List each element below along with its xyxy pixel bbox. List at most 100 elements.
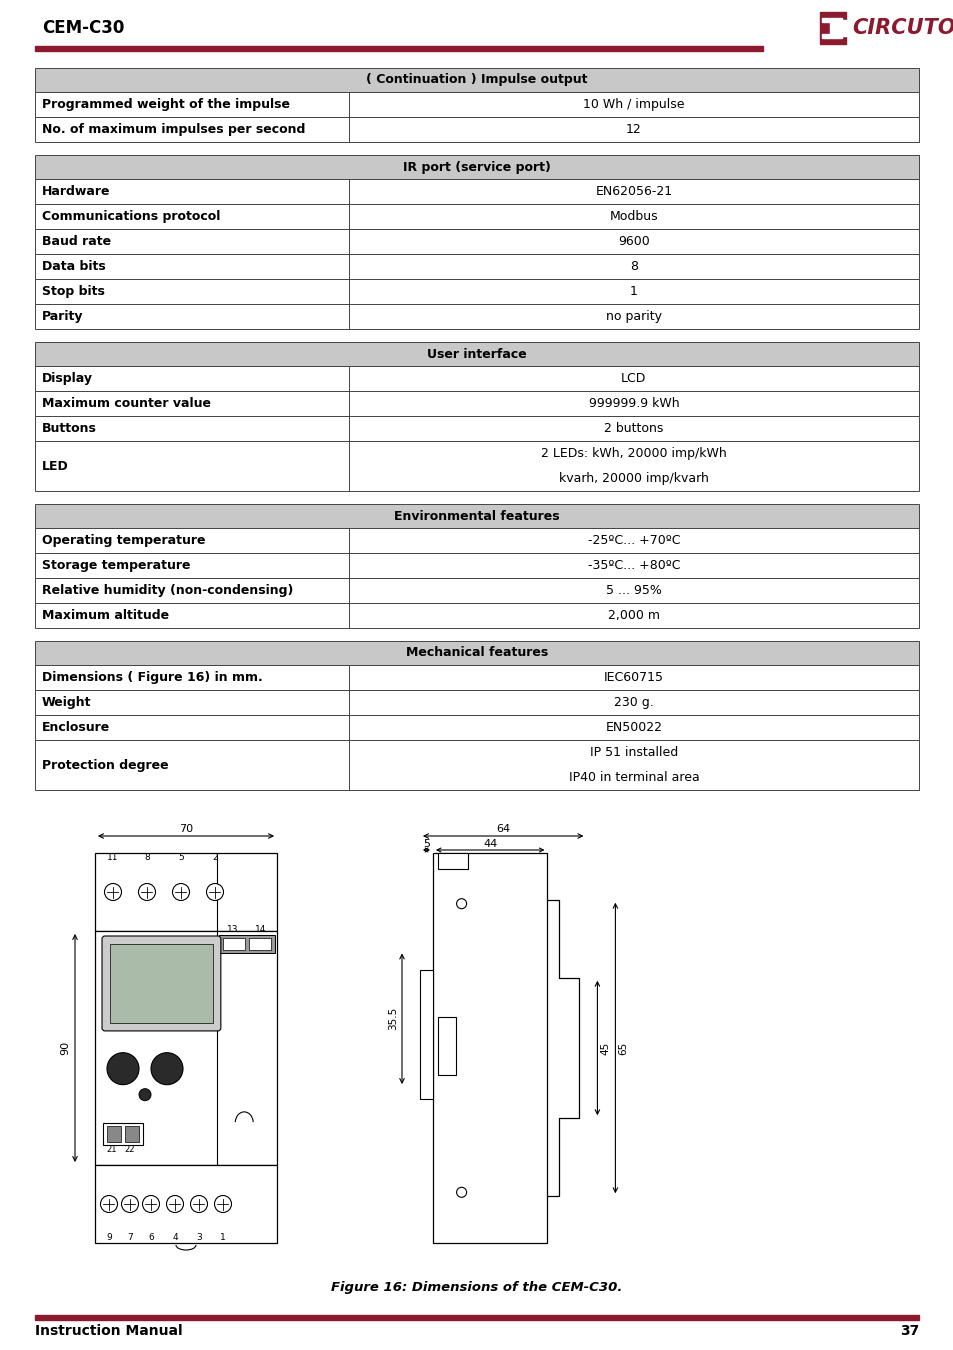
Bar	[35, 392, 918, 416]
Text: kvarh, 20000 imp/kvarh: kvarh, 20000 imp/kvarh	[558, 472, 708, 485]
Text: Instruction Manual: Instruction Manual	[35, 1324, 182, 1338]
Text: 9600: 9600	[618, 235, 649, 248]
Bar	[223, 938, 245, 950]
Text: 13: 13	[227, 926, 238, 934]
Bar	[107, 1126, 121, 1142]
Text: Maximum altitude: Maximum altitude	[42, 609, 169, 622]
Bar	[95, 931, 276, 1165]
Text: Mechanical features: Mechanical features	[405, 647, 548, 660]
Bar	[35, 92, 918, 117]
Bar	[35, 641, 918, 666]
Text: Baud rate: Baud rate	[42, 235, 111, 248]
Bar	[35, 1315, 918, 1319]
Text: 37: 37	[899, 1324, 918, 1338]
Text: 5: 5	[178, 853, 184, 863]
Text: Relative humidity (non-condensing): Relative humidity (non-condensing)	[42, 585, 294, 597]
Bar	[35, 342, 918, 366]
Text: 999999.9 kWh: 999999.9 kWh	[588, 397, 679, 410]
Text: 2 buttons: 2 buttons	[603, 423, 663, 435]
Text: ( Continuation ) Impulse output: ( Continuation ) Impulse output	[366, 73, 587, 86]
Bar	[35, 554, 918, 578]
Bar	[110, 944, 213, 1023]
Text: No. of maximum impulses per second: No. of maximum impulses per second	[42, 123, 305, 136]
Bar	[218, 936, 274, 953]
Bar	[829, 20, 849, 36]
Text: 7: 7	[127, 1233, 132, 1242]
Text: Storage temperature: Storage temperature	[42, 559, 191, 572]
Text: 5 ... 95%: 5 ... 95%	[605, 585, 661, 597]
Text: LED: LED	[42, 459, 69, 472]
Text: CEM-C30: CEM-C30	[42, 19, 124, 36]
Text: EN50022: EN50022	[605, 721, 661, 734]
Bar	[820, 12, 845, 45]
Text: 4: 4	[172, 1233, 177, 1242]
Bar	[35, 504, 918, 528]
Bar	[35, 230, 918, 254]
Bar	[35, 740, 918, 790]
Bar	[35, 528, 918, 554]
Bar	[35, 578, 918, 603]
Circle shape	[107, 1053, 139, 1084]
Text: 10 Wh / impulse: 10 Wh / impulse	[582, 99, 684, 111]
Text: User interface: User interface	[427, 347, 526, 360]
Text: IP40 in terminal area: IP40 in terminal area	[568, 771, 699, 784]
Bar	[35, 416, 918, 441]
Bar	[35, 603, 918, 628]
Text: 35.5: 35.5	[388, 1007, 397, 1030]
Text: Environmental features: Environmental features	[394, 509, 559, 522]
Text: CIRCUTOR: CIRCUTOR	[851, 18, 953, 38]
Bar	[35, 180, 918, 204]
Text: Data bits: Data bits	[42, 261, 106, 273]
Bar	[35, 117, 918, 142]
FancyBboxPatch shape	[102, 936, 220, 1031]
Circle shape	[456, 899, 466, 909]
Text: no parity: no parity	[605, 310, 661, 323]
Text: 14: 14	[255, 926, 267, 934]
Circle shape	[456, 1187, 466, 1197]
Text: 44: 44	[482, 838, 497, 849]
Circle shape	[191, 1196, 208, 1212]
Circle shape	[206, 883, 223, 900]
Bar	[249, 938, 271, 950]
Bar	[35, 254, 918, 279]
Text: Hardware: Hardware	[42, 185, 111, 198]
Circle shape	[138, 883, 155, 900]
Text: Figure 16: Dimensions of the CEM-C30.: Figure 16: Dimensions of the CEM-C30.	[331, 1281, 622, 1295]
Text: 6: 6	[148, 1233, 153, 1242]
Text: 2,000 m: 2,000 m	[607, 609, 659, 622]
Bar	[35, 716, 918, 740]
Text: Dimensions ( Figure 16) in mm.: Dimensions ( Figure 16) in mm.	[42, 671, 262, 684]
Bar	[95, 1165, 276, 1243]
Text: Weight: Weight	[42, 697, 91, 709]
Text: 45: 45	[599, 1041, 610, 1054]
Text: -35ºC... +80ºC: -35ºC... +80ºC	[587, 559, 679, 572]
Circle shape	[172, 883, 190, 900]
Text: 11: 11	[107, 853, 118, 863]
Bar	[35, 304, 918, 329]
Bar	[437, 1017, 456, 1076]
Circle shape	[100, 1196, 117, 1212]
Circle shape	[139, 1088, 151, 1100]
Bar	[35, 68, 918, 92]
Text: Stop bits: Stop bits	[42, 285, 105, 298]
Text: Buttons: Buttons	[42, 423, 97, 435]
Bar	[35, 366, 918, 392]
Bar	[35, 155, 918, 180]
Bar	[821, 34, 841, 38]
Text: IR port (service port): IR port (service port)	[402, 161, 551, 174]
Bar	[35, 441, 918, 491]
Text: 65: 65	[618, 1041, 628, 1054]
Text: 21: 21	[107, 1146, 117, 1154]
Circle shape	[121, 1196, 138, 1212]
Text: IP 51 installed: IP 51 installed	[589, 747, 678, 759]
Text: 2 LEDs: kWh, 20000 imp/kWh: 2 LEDs: kWh, 20000 imp/kWh	[540, 447, 726, 460]
Text: 70: 70	[179, 824, 193, 834]
Text: LCD: LCD	[620, 373, 646, 385]
Text: Programmed weight of the impulse: Programmed weight of the impulse	[42, 99, 290, 111]
Text: Display: Display	[42, 373, 92, 385]
Bar	[35, 279, 918, 304]
Text: 8: 8	[144, 853, 150, 863]
Circle shape	[167, 1196, 183, 1212]
Circle shape	[142, 1196, 159, 1212]
Bar	[125, 1126, 139, 1142]
